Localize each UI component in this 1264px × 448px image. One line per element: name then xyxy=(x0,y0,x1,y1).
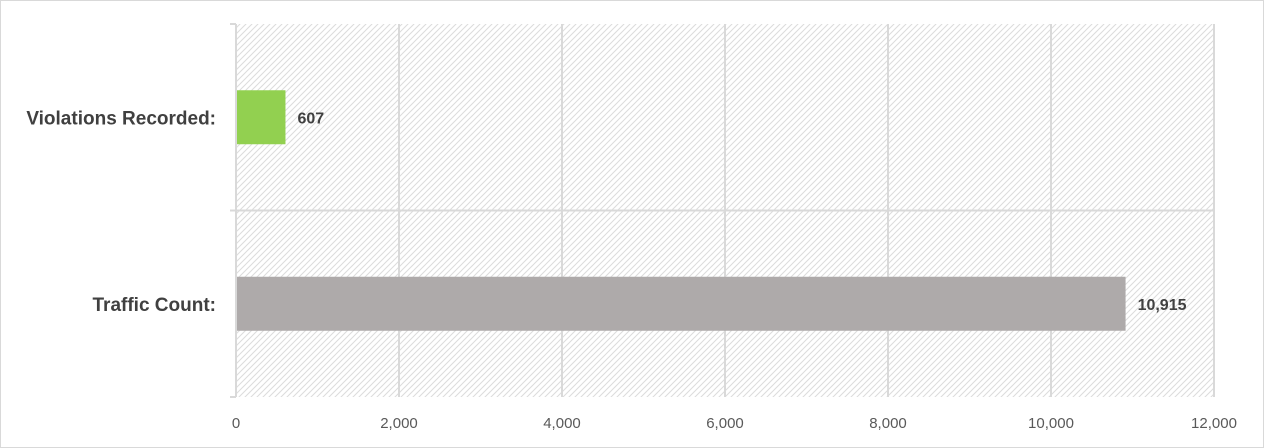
bar-0 xyxy=(237,90,286,145)
category-label: Traffic Count: xyxy=(93,295,217,316)
data-label: 607 xyxy=(297,110,324,127)
gridlines xyxy=(230,23,1215,398)
x-tick-label: 4,000 xyxy=(543,415,581,432)
category-label: Violations Recorded: xyxy=(26,108,216,129)
labels: 0 2,000 4,000 6,000 8,000 10,000 12,000 Violati… xyxy=(26,108,1237,432)
x-tick-label: 10,000 xyxy=(1028,415,1074,432)
bar-1 xyxy=(237,276,1126,331)
x-tick-label: 0 xyxy=(232,415,240,432)
x-tick-label: 6,000 xyxy=(706,415,744,432)
data-label: 10,915 xyxy=(1138,297,1187,314)
x-tick-label: 8,000 xyxy=(869,415,907,432)
bars xyxy=(237,90,1126,331)
x-tick-label: 12,000 xyxy=(1191,415,1237,432)
x-tick-label: 2,000 xyxy=(380,415,418,432)
